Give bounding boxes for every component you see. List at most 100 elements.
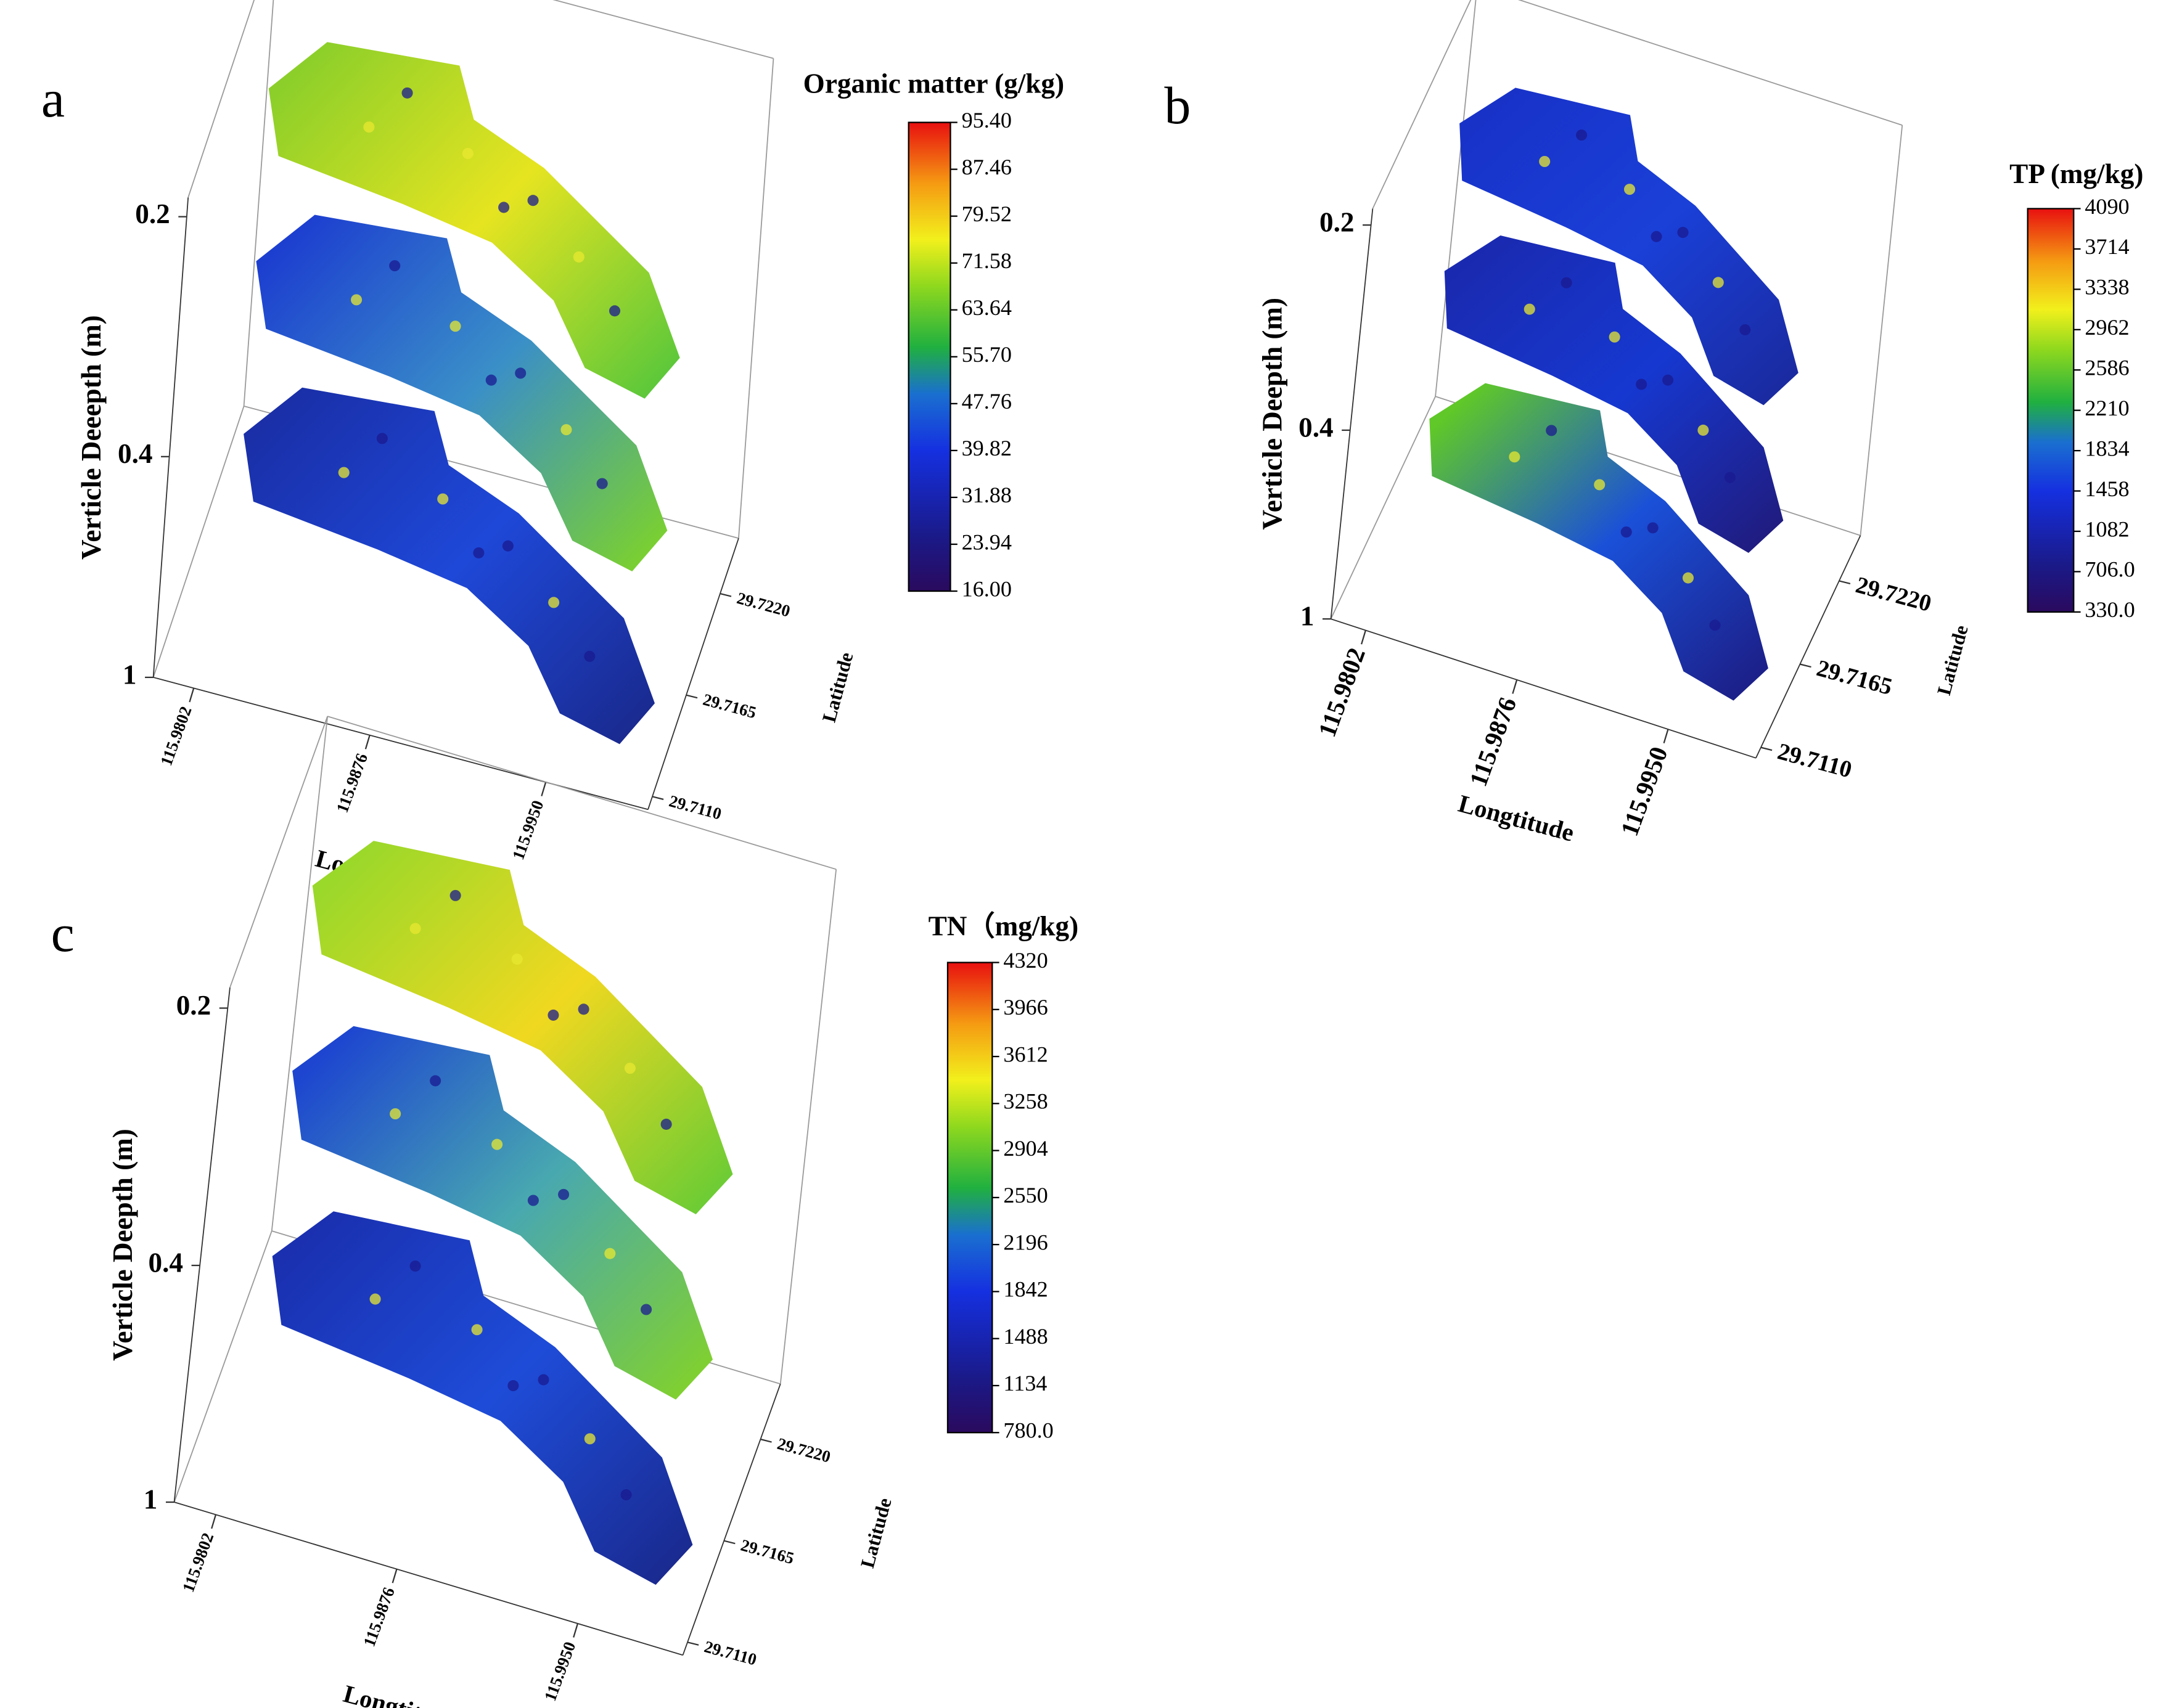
z-axis xyxy=(152,197,189,677)
box-edge xyxy=(738,58,774,539)
y-tick xyxy=(652,796,664,800)
y-tick xyxy=(687,1641,699,1646)
colorbar-tick-label: 31.88 xyxy=(962,483,1012,507)
hotspot xyxy=(376,433,388,444)
x-tick xyxy=(364,735,371,750)
hotspot xyxy=(609,305,621,317)
hotspot xyxy=(351,294,363,306)
y-tick xyxy=(1760,746,1773,751)
y-tick-label: 29.7165 xyxy=(739,1536,796,1568)
y-tick xyxy=(686,694,698,699)
box-edge xyxy=(229,716,329,988)
y-axis xyxy=(647,537,739,810)
hotspot xyxy=(1662,374,1674,386)
y-tick-label: 29.7110 xyxy=(667,791,723,823)
hotspot xyxy=(473,547,485,558)
hotspot xyxy=(1620,526,1632,538)
y-tick xyxy=(720,592,732,597)
x-tick-label: 115.9950 xyxy=(509,798,547,862)
box-edge xyxy=(552,0,774,59)
hotspot xyxy=(409,1260,421,1272)
colorbar-tick-label: 63.64 xyxy=(962,295,1012,320)
x-tick xyxy=(573,1623,579,1638)
hotspot xyxy=(596,478,608,489)
hotspot xyxy=(1546,425,1557,436)
y-tick-label: 29.7165 xyxy=(701,690,758,722)
y-tick-label: 29.7220 xyxy=(1853,572,1934,617)
hotspot xyxy=(1712,277,1724,288)
hotspot xyxy=(624,1063,636,1074)
x-tick xyxy=(541,782,547,796)
colorbar-tick-label: 2904 xyxy=(1003,1136,1048,1161)
colorbar-tick-label: 87.46 xyxy=(962,155,1012,179)
hotspot xyxy=(363,121,375,133)
x-tick xyxy=(1512,679,1518,694)
z-tick-label: 0.4 xyxy=(1298,412,1334,443)
hotspot xyxy=(1539,155,1551,168)
hotspot xyxy=(1682,572,1694,584)
x-tick-label: 115.9876 xyxy=(1464,693,1522,790)
map-layer xyxy=(312,841,733,1215)
box-edge xyxy=(1860,125,1903,536)
colorbar xyxy=(2027,208,2075,613)
colorbar-tick-label: 1842 xyxy=(1003,1277,1048,1302)
colorbar-tick-label: 1458 xyxy=(2085,476,2129,501)
colorbar-tick-label: 2196 xyxy=(1003,1230,1048,1254)
hotspot xyxy=(409,923,421,934)
hotspot xyxy=(1524,303,1535,315)
x-tick-label: 115.9802 xyxy=(157,704,195,768)
x-tick-label: 115.9950 xyxy=(1615,743,1673,840)
hotspot xyxy=(620,1489,632,1501)
z-tick-label: 1 xyxy=(1300,601,1315,632)
colorbar-tick-label: 780.0 xyxy=(1003,1418,1053,1443)
y-axis xyxy=(1755,535,1861,759)
x-tick xyxy=(1361,630,1366,645)
hotspot xyxy=(584,1433,596,1445)
panel-label: b xyxy=(1164,76,1191,135)
colorbar-tick-label: 1834 xyxy=(2085,436,2129,460)
z-tick-label: 0.4 xyxy=(148,1247,183,1278)
hotspot xyxy=(584,650,596,662)
colorbar-tick-label: 95.40 xyxy=(962,108,1012,133)
colorbar-tick-label: 79.52 xyxy=(962,202,1012,226)
hotspot xyxy=(491,1138,503,1150)
hotspot xyxy=(449,889,461,901)
colorbar-tick-label: 330.0 xyxy=(2085,597,2135,622)
hotspot xyxy=(1697,424,1709,436)
z-tick-label: 1 xyxy=(123,659,137,690)
colorbar-tick-label: 1082 xyxy=(2085,517,2129,541)
hotspot xyxy=(1739,324,1751,336)
hotspot xyxy=(527,1195,539,1206)
box-edge xyxy=(1372,0,1472,209)
z-tick-label: 0.2 xyxy=(1319,206,1355,237)
box-edge xyxy=(779,869,837,1384)
colorbar-tick-label: 2550 xyxy=(1003,1183,1048,1207)
z-tick-label: 0.2 xyxy=(135,198,170,229)
y-tick xyxy=(760,1438,772,1443)
z-axis xyxy=(173,987,231,1503)
hotspot xyxy=(1561,277,1572,288)
hotspot xyxy=(485,374,497,386)
colorbar-tick-label: 47.76 xyxy=(962,389,1012,414)
hotspot xyxy=(1636,378,1647,390)
colorbar xyxy=(946,962,993,1434)
y-tick xyxy=(723,1540,736,1545)
colorbar-tick-label: 3612 xyxy=(1003,1042,1048,1066)
colorbar-tick-label: 4090 xyxy=(2085,194,2129,219)
colorbar-tick-label: 3966 xyxy=(1003,995,1048,1019)
x-tick xyxy=(1663,729,1669,744)
colorbar-tick-label: 55.70 xyxy=(962,342,1012,367)
y-tick-label: 29.7165 xyxy=(1814,655,1895,700)
hotspot xyxy=(511,954,523,965)
map-layer xyxy=(1429,383,1768,701)
box-edge xyxy=(271,716,329,1232)
x-tick-label: 115.9876 xyxy=(359,1585,398,1649)
hotspot xyxy=(471,1324,483,1336)
hotspot xyxy=(507,1380,519,1392)
x-tick xyxy=(211,1514,217,1529)
colorbar-tick-label: 23.94 xyxy=(962,529,1012,554)
hotspot xyxy=(462,147,474,160)
y-axis-label: Latitude xyxy=(1933,623,1972,698)
y-axis-label: Latitude xyxy=(818,650,858,725)
colorbar-tick-label: 1488 xyxy=(1003,1324,1048,1349)
